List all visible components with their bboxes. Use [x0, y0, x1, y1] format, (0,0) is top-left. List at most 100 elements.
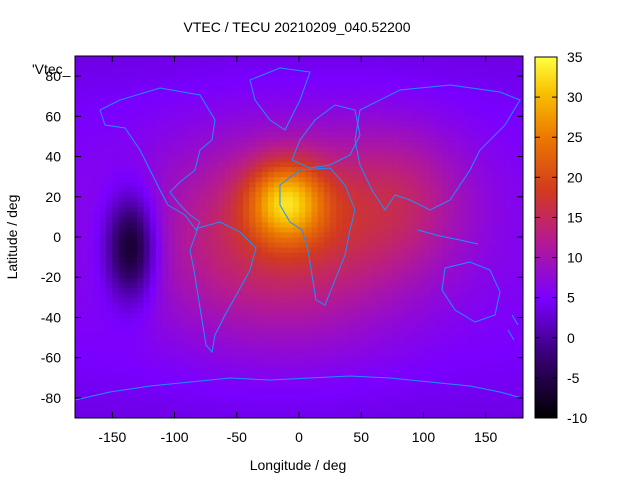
heatmap-cell: [280, 146, 288, 153]
heatmap-cell: [274, 387, 281, 394]
heatmap-cell: [411, 237, 418, 243]
heatmap-cell: [199, 247, 207, 253]
heatmap-cell: [386, 181, 393, 188]
heatmap-cell: [379, 171, 387, 178]
heatmap-cell: [211, 166, 219, 173]
heatmap-cell: [230, 186, 238, 193]
heatmap-cell: [180, 372, 188, 379]
heatmap-cell: [467, 322, 474, 328]
heatmap-cell: [373, 126, 381, 132]
heatmap-cell: [143, 211, 151, 218]
heatmap-cell: [299, 402, 306, 409]
heatmap-cell: [348, 272, 356, 278]
heatmap-cell: [330, 402, 337, 409]
heatmap-cell: [112, 292, 120, 298]
heatmap-cell: [162, 171, 169, 178]
heatmap-cell: [124, 146, 132, 153]
heatmap-cell: [454, 297, 462, 303]
heatmap-cell: [81, 96, 88, 102]
heatmap-cell: [75, 166, 82, 173]
heatmap-cell: [485, 141, 493, 147]
heatmap-cell: [373, 191, 381, 198]
heatmap-cell: [143, 76, 151, 82]
heatmap-cell: [199, 226, 207, 233]
heatmap-cell: [243, 136, 250, 142]
heatmap-cell: [261, 101, 269, 107]
heatmap-cell: [473, 302, 480, 308]
heatmap-cell: [373, 76, 381, 82]
heatmap-cell: [168, 327, 176, 334]
heatmap-cell: [292, 201, 300, 208]
heatmap-cell: [299, 372, 306, 379]
heatmap-cell: [87, 126, 95, 132]
heatmap-cell: [460, 262, 468, 268]
heatmap-cell: [255, 327, 263, 334]
heatmap-cell: [336, 317, 344, 323]
heatmap-cell: [448, 226, 456, 233]
heatmap-cell: [423, 327, 431, 334]
heatmap-cell: [106, 237, 113, 243]
heatmap-cell: [323, 196, 331, 203]
heatmap-cell: [473, 272, 480, 278]
heatmap-cell: [429, 131, 437, 137]
heatmap-cell: [417, 196, 424, 203]
heatmap-cell: [467, 91, 474, 97]
heatmap-cell: [498, 111, 505, 117]
heatmap-cell: [224, 292, 232, 298]
heatmap-cell: [193, 66, 200, 72]
heatmap-cell: [162, 307, 169, 313]
heatmap-cell: [193, 362, 200, 369]
heatmap-cell: [361, 282, 368, 288]
heatmap-cell: [336, 342, 344, 349]
heatmap-cell: [361, 387, 368, 394]
heatmap-cell: [367, 317, 375, 323]
heatmap-cell: [112, 302, 120, 308]
heatmap-cell: [367, 71, 375, 77]
heatmap-cell: [218, 297, 225, 303]
heatmap-cell: [255, 61, 263, 67]
heatmap-cell: [243, 362, 250, 369]
heatmap-cell: [423, 312, 431, 318]
heatmap-cell: [236, 302, 244, 308]
heatmap-cell: [155, 362, 163, 369]
heatmap-cell: [305, 161, 312, 168]
heatmap-cell: [435, 211, 443, 218]
heatmap-cell: [155, 237, 163, 243]
heatmap-cell: [267, 66, 275, 72]
heatmap-cell: [411, 342, 418, 349]
heatmap-cell: [274, 327, 281, 334]
heatmap-cell: [330, 81, 337, 87]
heatmap-cell: [411, 91, 418, 97]
heatmap-cell: [236, 337, 244, 344]
heatmap-cell: [168, 297, 176, 303]
heatmap-cell: [286, 221, 294, 228]
heatmap-cell: [373, 71, 381, 77]
heatmap-cell: [205, 392, 213, 399]
heatmap-cell: [87, 86, 95, 92]
heatmap-cell: [124, 312, 132, 318]
heatmap-cell: [205, 181, 213, 188]
heatmap-cell: [187, 257, 194, 263]
heatmap-cell: [106, 201, 113, 208]
heatmap-cell: [323, 231, 331, 238]
heatmap-cell: [112, 86, 120, 92]
heatmap-cell: [187, 151, 194, 158]
heatmap-cell: [417, 347, 424, 354]
heatmap-cell: [305, 407, 312, 414]
heatmap-cell: [280, 372, 288, 379]
heatmap-cell: [124, 81, 132, 87]
heatmap-cell: [398, 146, 406, 153]
heatmap-cell: [205, 126, 213, 132]
heatmap-cell: [230, 196, 238, 203]
heatmap-cell: [168, 106, 176, 112]
heatmap-cell: [106, 367, 113, 374]
heatmap-cell: [292, 262, 300, 268]
heatmap-cell: [87, 76, 95, 82]
heatmap-cell: [392, 76, 400, 82]
heatmap-cell: [442, 322, 449, 328]
heatmap-cell: [292, 252, 300, 258]
heatmap-cell: [168, 66, 176, 72]
heatmap-cell: [330, 116, 337, 122]
heatmap-cell: [106, 347, 113, 354]
heatmap-cell: [429, 262, 437, 268]
